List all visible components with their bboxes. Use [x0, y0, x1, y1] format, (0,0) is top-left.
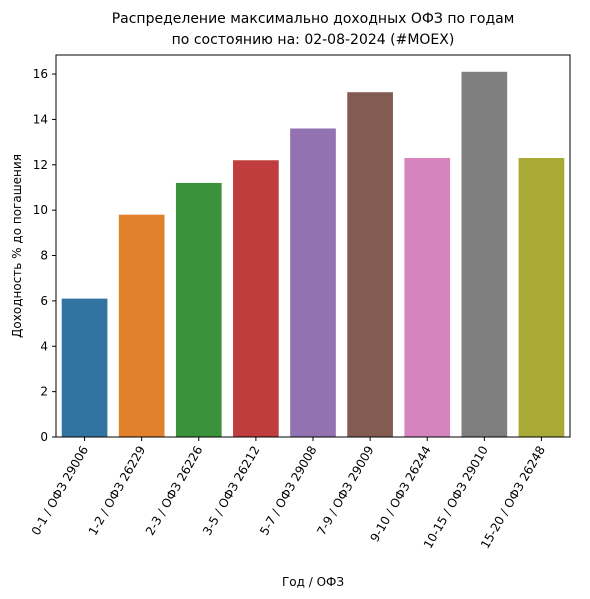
plot-frame [55, 54, 571, 438]
bar [347, 92, 393, 437]
y-axis-label: Доходность % до погашения [10, 154, 24, 338]
chart-title: Распределение максимально доходных ОФЗ п… [112, 11, 515, 27]
chart-subtitle: по состоянию на: 02-08-2024 (#MOEX) [172, 32, 455, 48]
y-tick-label: 8 [40, 249, 48, 263]
y-tick-label: 16 [33, 67, 48, 81]
x-tick-label: 0-1 / ОФЗ 29006 [29, 444, 91, 538]
y-tick-label: 10 [33, 203, 48, 217]
bar [118, 214, 165, 437]
x-tick-label: 9-10 / ОФЗ 26244 [368, 444, 434, 545]
bar [175, 182, 222, 437]
x-tick-label: 10-15 / ОФЗ 29010 [421, 444, 491, 551]
y-tick-label: 2 [40, 385, 48, 399]
y-tick-label: 0 [40, 430, 48, 444]
y-tick-label: 14 [33, 112, 48, 126]
x-axis-label: Год / ОФЗ [282, 575, 344, 589]
bar [233, 160, 279, 437]
x-tick-label: 2-3 / ОФЗ 26226 [143, 444, 205, 538]
x-tick-label: 15-20 / ОФЗ 26248 [478, 444, 548, 551]
x-tick-label: 3-5 / ОФЗ 26212 [200, 444, 262, 538]
bar [518, 157, 565, 437]
y-tick-label: 4 [40, 339, 48, 353]
bar [461, 71, 508, 437]
x-tick-label: 5-7 / ОФЗ 29008 [257, 444, 319, 538]
bar [290, 128, 336, 437]
x-tick-label: 1-2 / ОФЗ 26229 [86, 444, 148, 538]
bar [61, 298, 108, 437]
bar [404, 157, 451, 437]
y-tick-label: 12 [33, 158, 48, 172]
y-tick-label: 6 [40, 294, 48, 308]
x-tick-label: 7-9 / ОФЗ 29009 [314, 444, 376, 538]
